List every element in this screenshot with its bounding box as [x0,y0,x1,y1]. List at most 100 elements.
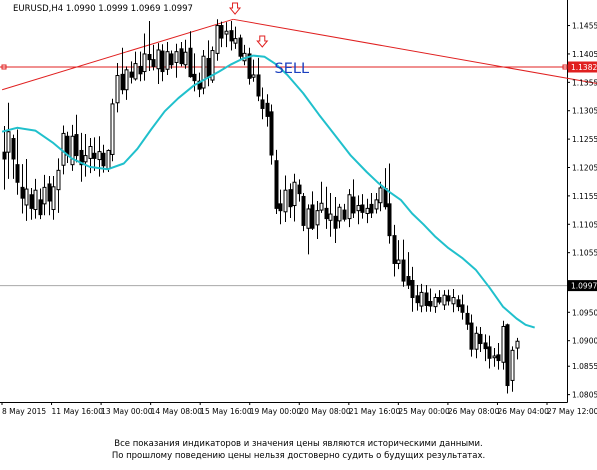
bear-candle [446,295,451,302]
x-tick-label: 8 May 2015 [2,407,46,416]
bear-candle [265,102,270,117]
bear-candle [297,184,302,195]
bear-candle [369,203,374,214]
y-tick-label: 1.1205 [572,164,597,173]
bull-candle [419,291,424,307]
bear-candle [238,37,243,57]
bull-candle [165,51,170,70]
bear-candle [415,295,420,304]
bull-candle [224,30,229,35]
bull-candle [142,53,147,73]
horizontal-lines [0,64,568,287]
bull-candle [356,205,361,212]
bear-candle [79,149,84,166]
trendlines [1,18,597,91]
bear-candle [188,47,193,78]
y-tick-label: 1.1355 [572,78,597,87]
y-tick-label: 1.1255 [572,135,597,144]
moving-average-line [1,54,535,329]
bear-candle [260,99,265,109]
bear-candle [342,209,347,220]
bull-candle [306,208,311,229]
bull-candle [315,210,320,226]
bull-candle [70,135,75,166]
bear-candle [47,183,52,202]
bull-candle [251,74,256,78]
bear-candle [478,333,483,345]
x-tick-label: 25 May 00:00 [398,407,450,416]
y-tick-label: 1.0855 [572,362,597,371]
disclaimer-line-1: Все показания индикаторов и значения цен… [114,439,483,449]
bear-candle [496,354,501,362]
bear-candle [360,204,365,213]
bear-candle [333,215,338,229]
bull-candle [56,169,61,191]
bull-candle [156,49,161,70]
bull-candle [61,132,66,166]
bull-candle [215,25,220,54]
bear-candle [274,160,279,209]
price-chart[interactable]: SELL 1.1455 1.1405 1.1355 1.1305 1.1255 1.120… [0,0,597,430]
bear-candle [387,203,392,237]
moving-average [1,54,535,329]
bull-candle [365,207,370,214]
bear-candle [192,73,197,82]
bull-candle [97,151,102,161]
bull-candle [442,294,447,306]
bull-candle [6,131,11,153]
bull-candle [347,194,352,220]
bull-candle [183,51,188,66]
bull-candle [115,75,120,104]
bear-candle [406,276,411,286]
trendline [1,18,234,91]
bull-candle [378,187,383,204]
current-price-tag [568,280,597,292]
y-tick-label: 1.1305 [572,107,597,116]
bear-candle [469,322,474,350]
bear-candle [460,304,465,313]
bear-candle [310,204,315,229]
bear-candle [437,297,442,303]
bull-candle [174,51,179,63]
bull-candle [474,332,479,350]
bear-candle [151,59,156,67]
bear-candle [206,57,211,78]
y-tick-label: 1.1405 [572,50,597,59]
bear-candle [392,235,397,264]
signal-markers: SELL [228,2,310,77]
bear-candle [101,152,106,167]
x-tick-label: 11 May 16:00 [52,407,104,416]
bull-candle [433,297,438,308]
x-tick-label: 13 May 00:00 [101,407,153,416]
y-tick-label: 1.1055 [572,249,597,258]
bull-candle [33,189,38,211]
price-level-label: 1.1382 [571,63,597,72]
bear-candle [38,199,43,216]
bear-candle [11,138,16,160]
bear-candle [74,134,79,157]
sell-arrow-icon [256,35,269,48]
bear-candle [465,312,470,325]
bear-candle [2,151,7,160]
bull-candle [451,297,456,305]
bull-candle [201,55,206,89]
y-tick-label: 1.1155 [572,192,597,201]
x-tick-label: 20 May 08:00 [299,407,351,416]
sell-arrow-icon [228,2,242,15]
bear-candle [278,203,283,212]
bull-candle [83,155,88,163]
bull-candle [210,50,215,81]
trendline [233,18,597,85]
candlesticks [2,19,520,394]
bear-candle [256,74,261,97]
bear-candle [483,342,488,350]
bull-candle [106,149,111,170]
bear-candle [428,301,433,307]
x-tick-label: 15 May 16:00 [200,407,252,416]
bear-candle [424,292,429,306]
bull-candle [110,103,115,155]
sell-label: SELL [275,61,310,77]
bull-candle [328,213,333,221]
bear-candle [487,346,492,359]
